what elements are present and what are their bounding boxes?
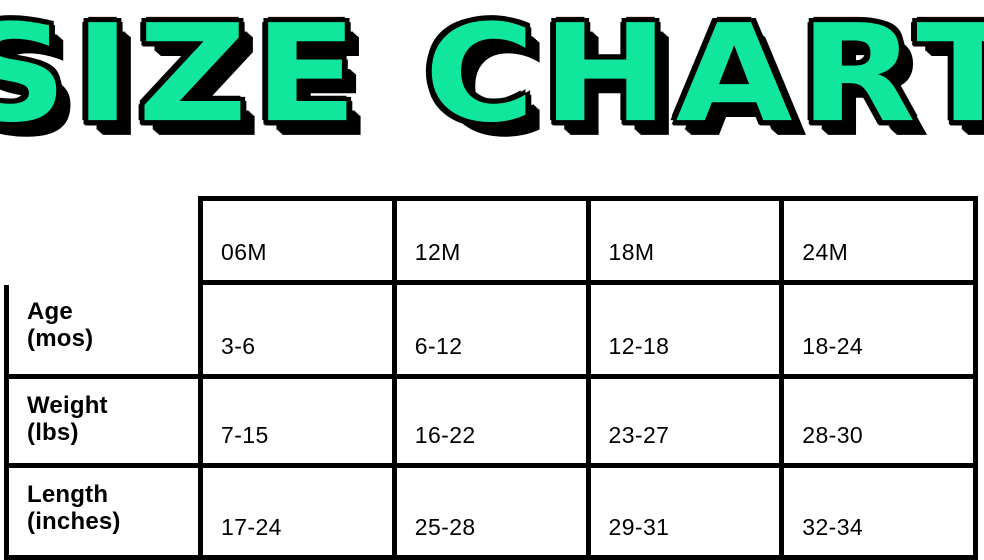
- table-row: Length (inches) 17-24 25-28 29-31 32-34: [4, 468, 978, 560]
- column-header-06m: 06M: [198, 201, 392, 280]
- page-title-text: SIZE CHART: [0, 0, 984, 153]
- cell-weight-18m: 23-27: [585, 379, 780, 463]
- table-header-row: 06M 12M 18M 24M: [198, 196, 978, 285]
- row-label-age-line1: Age: [27, 298, 73, 325]
- cell-weight-06m: 7-15: [198, 379, 392, 463]
- page-title: SIZE CHART: [0, 0, 984, 150]
- column-header-24m: 24M: [779, 201, 973, 280]
- row-label-age: Age (mos): [9, 285, 198, 374]
- table-row: Age (mos) 3-6 6-12 12-18 18-24: [4, 285, 978, 379]
- cell-length-06m: 17-24: [198, 468, 392, 555]
- cell-age-06m: 3-6: [198, 285, 392, 374]
- row-label-weight: Weight (lbs): [9, 379, 198, 463]
- cell-length-24m: 32-34: [779, 468, 973, 555]
- column-header-12m: 12M: [391, 201, 586, 280]
- cell-age-24m: 18-24: [779, 285, 973, 374]
- row-label-weight-line1: Weight: [27, 392, 108, 419]
- cell-weight-24m: 28-30: [779, 379, 973, 463]
- row-label-age-line2: (mos): [27, 324, 94, 352]
- row-label-length: Length (inches): [9, 468, 198, 555]
- row-label-weight-line2: (lbs): [27, 418, 79, 446]
- cell-age-18m: 12-18: [585, 285, 780, 374]
- row-label-length-line2: (inches): [27, 507, 121, 535]
- cell-length-18m: 29-31: [585, 468, 780, 555]
- row-label-length-line1: Length: [27, 481, 109, 508]
- table-row: Weight (lbs) 7-15 16-22 23-27 28-30: [4, 379, 978, 468]
- cell-weight-12m: 16-22: [391, 379, 586, 463]
- cell-age-12m: 6-12: [391, 285, 586, 374]
- column-header-18m: 18M: [585, 201, 780, 280]
- cell-length-12m: 25-28: [391, 468, 586, 555]
